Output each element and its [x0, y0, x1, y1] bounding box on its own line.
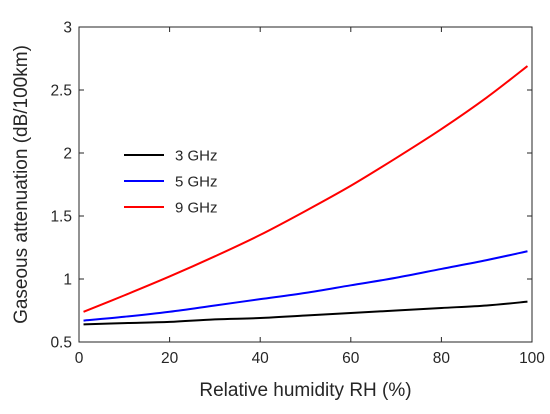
y-tick-label: 0.5: [50, 335, 72, 352]
legend-label: 9 GHz: [175, 200, 218, 217]
ticks-layer: 0 20 40 60 80 100 0.5 1 1.5 2 2.5 3: [50, 20, 545, 368]
legend-label: 5 GHz: [175, 174, 218, 191]
y-tick-label: 3: [63, 20, 72, 37]
legend: 3 GHz 5 GHz 9 GHz: [124, 148, 218, 217]
x-tick-label: 40: [252, 350, 270, 367]
x-tick-label: 100: [519, 350, 545, 367]
series-line-3-ghz: [83, 300, 528, 326]
y-tick-label: 1: [63, 272, 72, 289]
series-line-9-ghz: [83, 65, 529, 313]
x-tick-label: 80: [433, 350, 451, 367]
x-axis-label: Relative humidity RH (%): [199, 380, 411, 401]
x-tick-label: 60: [342, 350, 360, 367]
axes-box: [78, 26, 533, 343]
axes-layer: [78, 26, 533, 343]
series-layer: [83, 65, 529, 326]
x-tick-label: 0: [75, 350, 84, 367]
legend-label: 3 GHz: [175, 148, 218, 165]
plot-area: [79, 27, 532, 342]
y-tick-label: 1.5: [50, 209, 72, 226]
y-tick-label: 2: [63, 146, 72, 163]
y-tick-label: 2.5: [50, 83, 72, 100]
series-line-5-ghz: [83, 250, 528, 322]
x-tick-label: 20: [161, 350, 179, 367]
y-axis-label: Gaseous attenuation (dB/100km): [11, 45, 32, 324]
